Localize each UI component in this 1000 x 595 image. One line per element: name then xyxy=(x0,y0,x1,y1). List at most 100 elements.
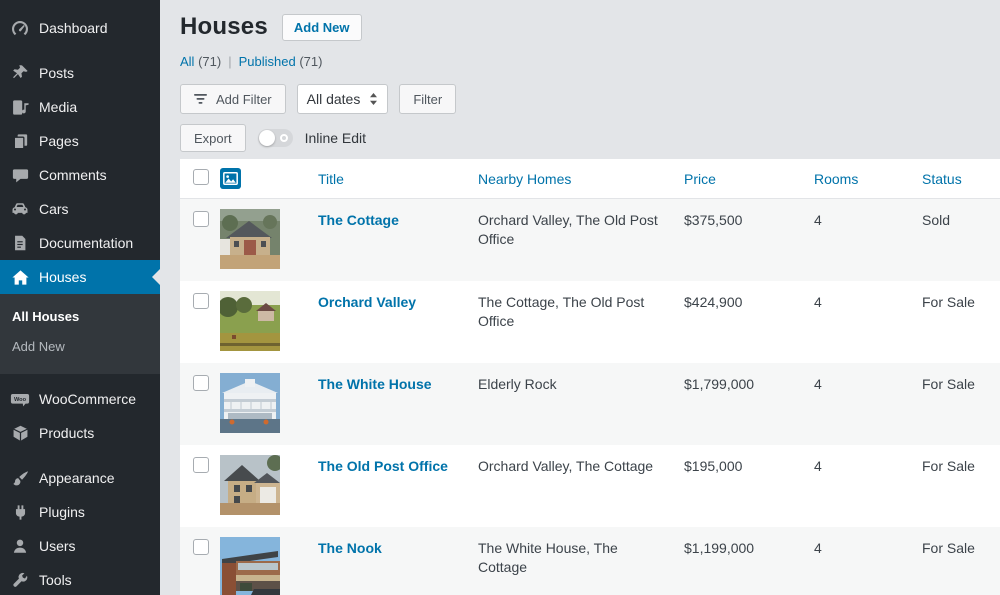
export-button[interactable]: Export xyxy=(180,124,246,152)
house-icon xyxy=(10,267,30,287)
sidebar-item-label: Posts xyxy=(39,65,75,81)
tools-icon xyxy=(10,570,30,590)
house-thumbnail[interactable] xyxy=(220,537,280,595)
dates-filter-select[interactable]: All dates xyxy=(296,84,389,114)
select-row-checkbox[interactable] xyxy=(193,375,209,391)
sidebar-item-users[interactable]: Users xyxy=(0,529,160,563)
sidebar-item-plugins[interactable]: Plugins xyxy=(0,495,160,529)
house-thumbnail[interactable] xyxy=(220,209,280,269)
select-row-checkbox[interactable] xyxy=(193,293,209,309)
all-count: (71) xyxy=(198,54,222,69)
price-cell: $375,500 xyxy=(684,212,743,228)
row-title-link[interactable]: The Nook xyxy=(318,540,382,556)
sidebar-item-label: WooCommerce xyxy=(39,391,136,407)
export-button-label: Export xyxy=(194,130,232,146)
products-icon xyxy=(10,423,30,443)
column-header-rooms[interactable]: Rooms xyxy=(814,170,859,187)
nearby-homes-cell: The Cottage, The Old Post Office xyxy=(478,294,645,329)
view-links-separator: | xyxy=(228,54,232,69)
select-all-checkbox[interactable] xyxy=(193,169,209,185)
sidebar-item-pages[interactable]: Pages xyxy=(0,124,160,158)
sidebar-item-label: Products xyxy=(39,425,95,441)
house-thumbnail[interactable] xyxy=(220,455,280,515)
nearby-homes-cell: Orchard Valley, The Old Post Office xyxy=(478,212,658,247)
sidebar-item-label: Houses xyxy=(39,269,87,285)
row-title-link[interactable]: The Old Post Office xyxy=(318,458,448,474)
sidebar-item-posts[interactable]: Posts xyxy=(0,56,160,90)
sidebar-item-label: Tools xyxy=(39,572,72,588)
price-cell: $1,799,000 xyxy=(684,376,755,392)
filter-lines-icon xyxy=(194,93,208,105)
nearby-homes-cell: Orchard Valley, The Cottage xyxy=(478,458,654,474)
sidebar-item-label: Dashboard xyxy=(39,20,108,36)
status-cell: Sold xyxy=(922,212,951,228)
sidebar-item-woocommerce[interactable]: Woo WooCommerce xyxy=(0,382,160,416)
view-link-published[interactable]: Published xyxy=(238,54,296,69)
image-column-icon[interactable] xyxy=(220,168,318,189)
filter-button-label: Filter xyxy=(413,91,443,107)
houses-list-table: Title Nearby Homes Price Rooms Status Th… xyxy=(180,159,1000,595)
select-row-checkbox[interactable] xyxy=(193,211,209,227)
status-cell: For Sale xyxy=(922,294,975,310)
sidebar-item-label: Plugins xyxy=(39,504,85,520)
toggle-knob xyxy=(258,130,275,146)
sidebar-item-dashboard[interactable]: Dashboard xyxy=(0,11,160,45)
column-header-status[interactable]: Status xyxy=(922,170,962,187)
sidebar-item-label: Users xyxy=(39,538,76,554)
view-link-all[interactable]: All xyxy=(180,54,195,69)
pages-icon xyxy=(10,131,30,151)
export-toolbar: Export Inline Edit xyxy=(180,124,1000,152)
comment-icon xyxy=(10,165,30,185)
sidebar-item-cars[interactable]: Cars xyxy=(0,192,160,226)
media-icon xyxy=(10,97,30,117)
toggle-off-ring-icon xyxy=(279,134,288,142)
column-header-price[interactable]: Price xyxy=(684,170,716,187)
row-title-link[interactable]: Orchard Valley xyxy=(318,294,417,310)
sidebar-item-houses[interactable]: Houses xyxy=(0,260,160,294)
sidebar-item-media[interactable]: Media xyxy=(0,90,160,124)
sidebar-item-products[interactable]: Products xyxy=(0,416,160,450)
rooms-cell: 4 xyxy=(814,294,822,310)
select-spinner-icon xyxy=(369,92,378,106)
inline-edit-toggle[interactable] xyxy=(257,129,293,147)
row-title-link[interactable]: The Cottage xyxy=(318,212,399,228)
table-row: Orchard Valley The Cottage, The Old Post… xyxy=(180,281,1000,363)
sidebar-item-label: Cars xyxy=(39,201,69,217)
sidebar-item-comments[interactable]: Comments xyxy=(0,158,160,192)
price-cell: $424,900 xyxy=(684,294,743,310)
column-header-title[interactable]: Title xyxy=(318,170,344,187)
price-cell: $1,199,000 xyxy=(684,540,755,556)
sidebar-item-label: Appearance xyxy=(39,470,115,486)
woocommerce-icon: Woo xyxy=(10,389,30,409)
nearby-homes-cell: The White House, The Cottage xyxy=(478,540,618,575)
house-thumbnail[interactable] xyxy=(220,291,280,351)
row-title-link[interactable]: The White House xyxy=(318,376,432,392)
plugins-icon xyxy=(10,502,30,522)
users-icon xyxy=(10,536,30,556)
car-icon xyxy=(10,199,30,219)
nearby-homes-cell: Elderly Rock xyxy=(478,376,557,392)
filter-button[interactable]: Filter xyxy=(399,84,457,114)
sidebar-item-appearance[interactable]: Appearance xyxy=(0,461,160,495)
sidebar-item-label: Documentation xyxy=(39,235,134,251)
sidebar-item-label: Comments xyxy=(39,167,107,183)
sidebar-item-tools[interactable]: Tools xyxy=(0,563,160,595)
pushpin-icon xyxy=(10,63,30,83)
page-title: Houses xyxy=(180,13,268,40)
price-cell: $195,000 xyxy=(684,458,743,474)
admin-sidebar: Dashboard Posts Media Pages Comments xyxy=(0,0,160,595)
submenu-item-add-new[interactable]: Add New xyxy=(12,339,65,354)
view-links: All (71) | Published (71) xyxy=(180,54,1000,69)
sidebar-item-documentation[interactable]: Documentation xyxy=(0,226,160,260)
main-content: Houses Add New All (71) | Published (71) A… xyxy=(160,0,1000,595)
add-new-button[interactable]: Add New xyxy=(281,13,362,41)
column-header-nearby-homes[interactable]: Nearby Homes xyxy=(478,170,572,187)
add-filter-label: Add Filter xyxy=(216,91,272,107)
status-cell: For Sale xyxy=(922,458,975,474)
add-filter-button[interactable]: Add Filter xyxy=(180,84,286,114)
submenu-item-all-houses[interactable]: All Houses xyxy=(12,309,80,324)
select-row-checkbox[interactable] xyxy=(193,457,209,473)
select-row-checkbox[interactable] xyxy=(193,539,209,555)
house-thumbnail[interactable] xyxy=(220,373,280,433)
dashboard-icon xyxy=(10,18,30,38)
